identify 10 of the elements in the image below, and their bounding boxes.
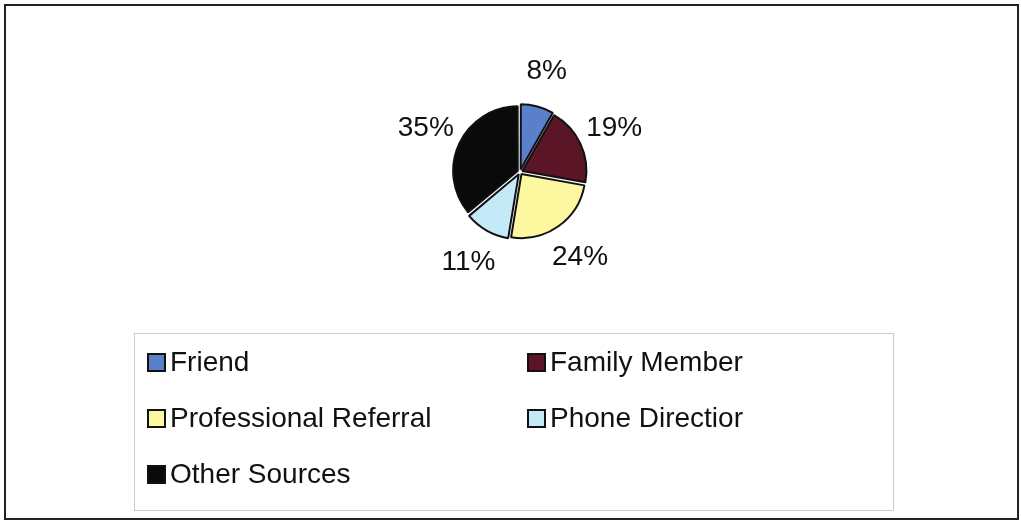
data-label: 24% bbox=[552, 239, 609, 271]
legend-label: Friend bbox=[170, 346, 250, 378]
legend-label: Professional Referral bbox=[170, 402, 432, 434]
legend-label: Other Sources bbox=[170, 458, 351, 490]
legend-label: Phone Directior bbox=[550, 402, 743, 434]
data-label: 8% bbox=[526, 54, 567, 86]
data-label: 11% bbox=[441, 245, 496, 277]
data-label: 19% bbox=[586, 110, 643, 142]
data-label: 35% bbox=[397, 110, 454, 142]
legend-label: Family Member bbox=[550, 346, 743, 378]
